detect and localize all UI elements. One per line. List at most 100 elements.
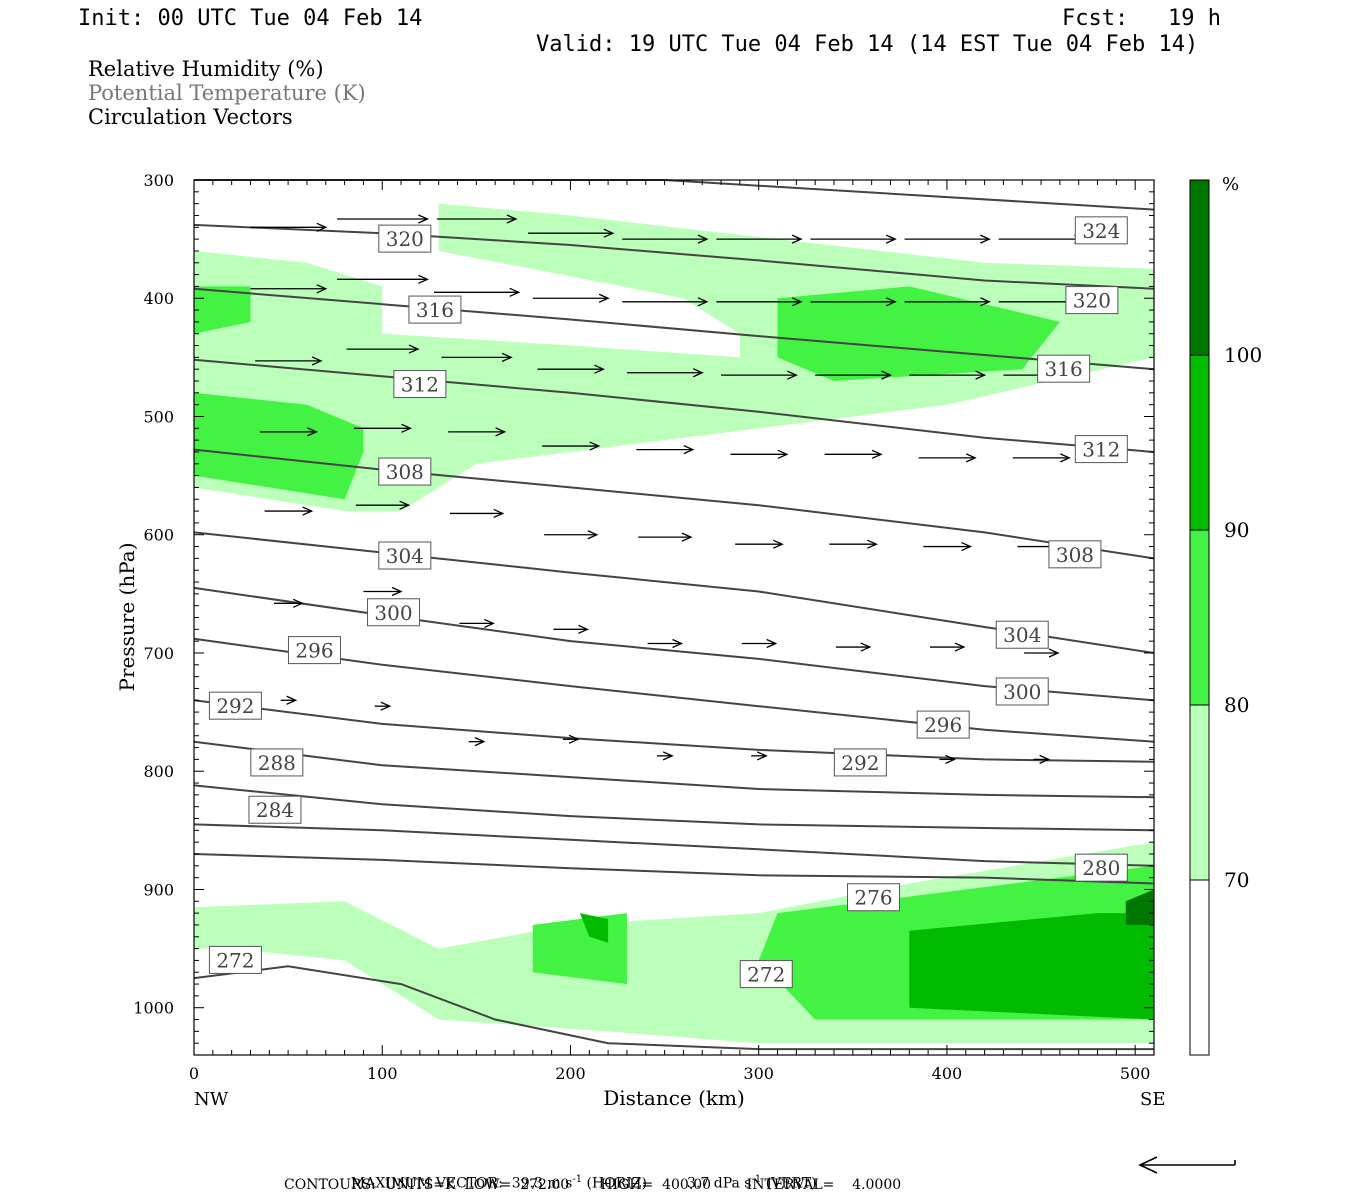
contour-label-layer: 324 320 320 316 316 312 312 308 308 304 304 300 300 2… [208, 216, 1128, 989]
x-tick-label: 0 [189, 1064, 199, 1083]
wind-vector [904, 297, 991, 307]
wind-vector [735, 539, 784, 549]
wind-vector [721, 370, 798, 380]
theta-contour-316 [193, 287, 1155, 371]
colorbar-level: 70 [1224, 868, 1249, 892]
contour-label-text: 280 [1082, 856, 1120, 880]
wind-vector [939, 754, 957, 764]
legend-theta: Potential Temperature (K) [88, 81, 366, 105]
vector-layer [250, 214, 1086, 764]
contour-label: 300 [995, 677, 1049, 706]
wind-vector [255, 356, 323, 366]
contour-label: 316 [408, 295, 462, 324]
contour-label-text: 300 [374, 601, 412, 625]
contour-label-text: 272 [216, 948, 254, 972]
rh-area-90-7 [909, 913, 1154, 1020]
forecast-hour: Fcst: 19 h [1062, 6, 1221, 31]
contour-label-text: 308 [386, 460, 424, 484]
contour-label-text: 272 [747, 963, 785, 987]
theta-contour-284 [193, 784, 1155, 832]
wind-vector [829, 539, 878, 549]
contour-label-text: 312 [1082, 438, 1120, 462]
rh-area-80-1 [194, 286, 251, 334]
wind-vector [1012, 453, 1071, 463]
contour-label-text: 320 [1073, 289, 1111, 313]
contour-label-text: 284 [256, 798, 294, 822]
contour-label: 312 [393, 370, 447, 399]
contour-label: 272 [739, 960, 793, 989]
contour-label-text: 292 [841, 751, 879, 775]
wind-vector [622, 234, 709, 244]
contour-label: 308 [1048, 540, 1102, 569]
wind-vector [716, 234, 803, 244]
contour-label: 296 [287, 636, 341, 665]
wind-vector [626, 368, 704, 378]
contour-label: 320 [378, 224, 432, 253]
x-end-label-left: NW [194, 1089, 229, 1110]
wind-vector [544, 530, 599, 540]
max-vector-label: MAXIMUM VECTOR: [350, 1175, 503, 1192]
contour-label-text: 296 [295, 639, 333, 663]
x-tick-label: 400 [932, 1064, 963, 1083]
colorbar: % 70 80 90 100 [1189, 174, 1262, 1056]
rh-area-70-0 [194, 203, 1154, 512]
axis-layer: 300 400 500 600 700 800 900 1000 0 100 200 300 400 50… [133, 171, 1154, 1083]
contour-label: 292 [833, 748, 887, 777]
wind-vector [815, 370, 893, 380]
contour-label-text: 320 [386, 227, 424, 251]
wind-vector [998, 234, 1086, 244]
wind-vector [741, 638, 778, 649]
vert-unit: (VERT) [765, 1175, 817, 1192]
contour-label: 276 [847, 883, 901, 912]
rh-area-100-9 [1125, 889, 1154, 925]
wind-vector [537, 364, 606, 374]
wind-vector [810, 234, 897, 244]
wind-vector [1033, 754, 1051, 764]
wind-vector [636, 445, 695, 455]
wind-vector [274, 598, 304, 608]
wind-vector [355, 500, 411, 510]
max-vector-vert: 3.7 dPa s [687, 1175, 752, 1192]
wind-vector [374, 701, 392, 711]
theta-contour-292 [193, 699, 1155, 763]
theta-contour-296 [193, 637, 1155, 743]
theta-contour-312 [193, 358, 1155, 453]
wind-vector [904, 234, 991, 244]
vert-exponent: -1 [751, 1174, 762, 1185]
contour-label: 316 [1037, 354, 1091, 383]
wind-vector [553, 624, 590, 634]
contour-label-text: 276 [854, 886, 892, 910]
contour-label-text: 292 [216, 694, 254, 718]
x-end-label-right: SE [1140, 1089, 1165, 1110]
contour-label: 320 [1065, 286, 1119, 315]
wind-vector [280, 695, 298, 705]
colorbar-swatch [1189, 179, 1210, 356]
contour-label-text: 316 [416, 298, 454, 322]
contour-label-text: 308 [1056, 543, 1094, 567]
wind-vector [337, 274, 430, 284]
rh-area-80-2 [194, 392, 364, 500]
colorbar-swatch [1189, 529, 1210, 706]
wind-vector [436, 214, 518, 224]
y-tick-label: 1000 [133, 999, 174, 1018]
wind-vector [918, 453, 977, 463]
wind-vector [638, 532, 693, 542]
theta-contour-276 [193, 853, 1155, 885]
wind-vector [250, 222, 328, 232]
rh-area-80-6 [532, 913, 627, 985]
rh-shading-layer [194, 203, 1154, 1044]
wind-vector [337, 214, 430, 224]
wind-vector [264, 506, 314, 516]
wind-vector [434, 287, 521, 297]
rh-area-80-3 [777, 286, 1060, 381]
init-time: Init: 00 UTC Tue 04 Feb 14 [78, 6, 423, 31]
wind-vector [250, 284, 328, 294]
contour-label: 280 [1074, 853, 1128, 882]
contour-label-text: 304 [386, 544, 424, 568]
y-axis-title: Pressure (hPa) [115, 543, 139, 692]
y-tick-label: 800 [143, 762, 174, 781]
contour-label: 324 [1074, 216, 1128, 245]
wind-vector [259, 427, 318, 437]
contours-footer: CONTOURS: UNITS=K LOW= 272.00 HIGH= 400.… [284, 1177, 902, 1193]
